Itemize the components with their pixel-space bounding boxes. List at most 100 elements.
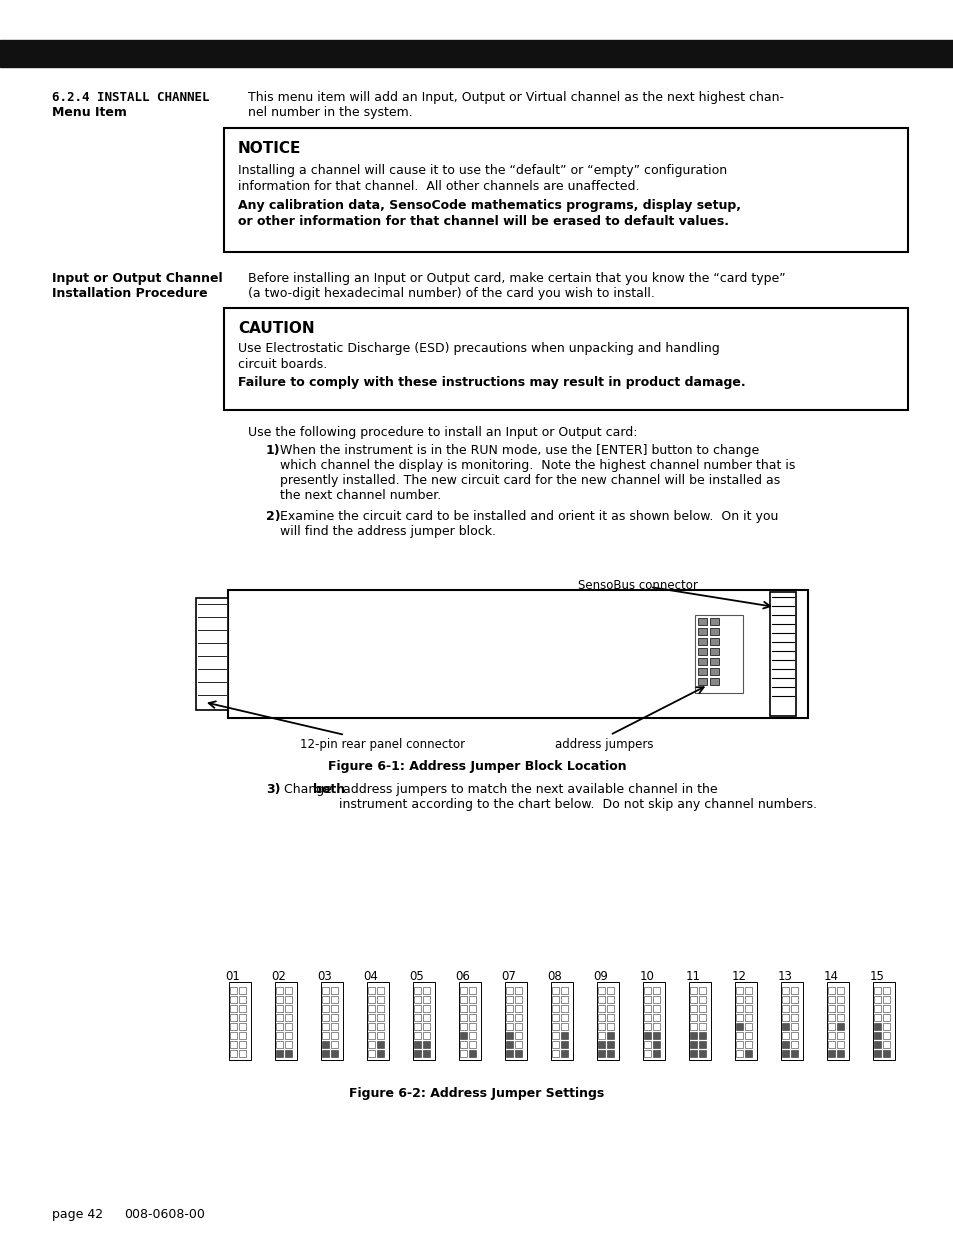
- Text: both: both: [313, 783, 345, 797]
- Bar: [735, 1041, 742, 1049]
- Bar: [322, 1005, 329, 1011]
- Bar: [504, 982, 526, 1060]
- Bar: [699, 995, 705, 1003]
- Bar: [552, 1005, 558, 1011]
- Bar: [744, 1005, 751, 1011]
- Bar: [414, 995, 420, 1003]
- Text: 04: 04: [363, 969, 378, 983]
- Bar: [652, 1041, 659, 1049]
- Bar: [459, 1041, 467, 1049]
- Bar: [790, 995, 797, 1003]
- Bar: [606, 1014, 614, 1021]
- Bar: [422, 995, 430, 1003]
- Bar: [459, 995, 467, 1003]
- Bar: [827, 1041, 834, 1049]
- Bar: [239, 1023, 246, 1030]
- Bar: [239, 1032, 246, 1039]
- Bar: [560, 1023, 567, 1030]
- Bar: [709, 638, 719, 645]
- Bar: [699, 1041, 705, 1049]
- Bar: [882, 1041, 889, 1049]
- Bar: [552, 1014, 558, 1021]
- Bar: [735, 1005, 742, 1011]
- Bar: [368, 1032, 375, 1039]
- Bar: [643, 1041, 650, 1049]
- Bar: [836, 1014, 843, 1021]
- Bar: [652, 1014, 659, 1021]
- Bar: [413, 982, 435, 1060]
- Bar: [275, 995, 283, 1003]
- Bar: [827, 1005, 834, 1011]
- Bar: [458, 982, 480, 1060]
- Bar: [422, 987, 430, 994]
- Bar: [230, 1014, 236, 1021]
- Text: 3): 3): [266, 783, 280, 797]
- Bar: [882, 1032, 889, 1039]
- Bar: [560, 1032, 567, 1039]
- Bar: [331, 995, 337, 1003]
- Bar: [368, 1005, 375, 1011]
- Bar: [781, 982, 802, 1060]
- Bar: [698, 678, 706, 685]
- Bar: [459, 1023, 467, 1030]
- Bar: [414, 1032, 420, 1039]
- Bar: [505, 1041, 513, 1049]
- Bar: [873, 987, 880, 994]
- Bar: [331, 1023, 337, 1030]
- Bar: [320, 982, 343, 1060]
- Bar: [331, 987, 337, 994]
- Bar: [239, 1014, 246, 1021]
- Bar: [873, 1014, 880, 1021]
- Bar: [322, 1023, 329, 1030]
- Bar: [230, 1050, 236, 1057]
- Bar: [230, 1032, 236, 1039]
- Text: 1): 1): [266, 445, 280, 457]
- Bar: [285, 1032, 292, 1039]
- Bar: [606, 1050, 614, 1057]
- Text: Examine the circuit card to be installed and orient it as shown below.  On it yo: Examine the circuit card to be installed…: [280, 510, 778, 538]
- Bar: [699, 1005, 705, 1011]
- Bar: [598, 1032, 604, 1039]
- Bar: [469, 987, 476, 994]
- Text: 2): 2): [266, 510, 280, 522]
- Bar: [552, 1032, 558, 1039]
- Text: When the instrument is in the RUN mode, use the [ENTER] button to change
which c: When the instrument is in the RUN mode, …: [280, 445, 795, 501]
- Bar: [873, 1050, 880, 1057]
- Text: Change: Change: [280, 783, 335, 797]
- Bar: [873, 1032, 880, 1039]
- Bar: [0, 40, 953, 67]
- Bar: [368, 1041, 375, 1049]
- Bar: [285, 1023, 292, 1030]
- Bar: [422, 1050, 430, 1057]
- Text: Use Electrostatic Discharge (ESD) precautions when unpacking and handling: Use Electrostatic Discharge (ESD) precau…: [237, 342, 719, 354]
- Text: nel number in the system.: nel number in the system.: [248, 106, 413, 119]
- Bar: [643, 995, 650, 1003]
- Bar: [414, 1041, 420, 1049]
- Bar: [322, 1014, 329, 1021]
- Bar: [459, 1050, 467, 1057]
- Text: circuit boards.: circuit boards.: [237, 358, 327, 370]
- Bar: [827, 1050, 834, 1057]
- Bar: [836, 1032, 843, 1039]
- Text: address jumpers to match the next available channel in the
instrument according : address jumpers to match the next availa…: [338, 783, 816, 811]
- Bar: [422, 1005, 430, 1011]
- Text: NOTICE: NOTICE: [237, 141, 301, 156]
- Text: 12-pin rear panel connector: 12-pin rear panel connector: [299, 739, 465, 751]
- Bar: [652, 1023, 659, 1030]
- Bar: [652, 1032, 659, 1039]
- Bar: [322, 995, 329, 1003]
- Bar: [560, 987, 567, 994]
- Text: 11: 11: [685, 969, 700, 983]
- Bar: [230, 987, 236, 994]
- Text: Figure 6-1: Address Jumper Block Location: Figure 6-1: Address Jumper Block Locatio…: [327, 760, 626, 773]
- Bar: [744, 1041, 751, 1049]
- Bar: [689, 1041, 697, 1049]
- Bar: [469, 1041, 476, 1049]
- Bar: [699, 1023, 705, 1030]
- Text: information for that channel.  All other channels are unaffected.: information for that channel. All other …: [237, 180, 639, 193]
- Bar: [709, 678, 719, 685]
- Bar: [515, 995, 521, 1003]
- Text: 13: 13: [777, 969, 792, 983]
- Bar: [515, 1032, 521, 1039]
- Bar: [469, 1050, 476, 1057]
